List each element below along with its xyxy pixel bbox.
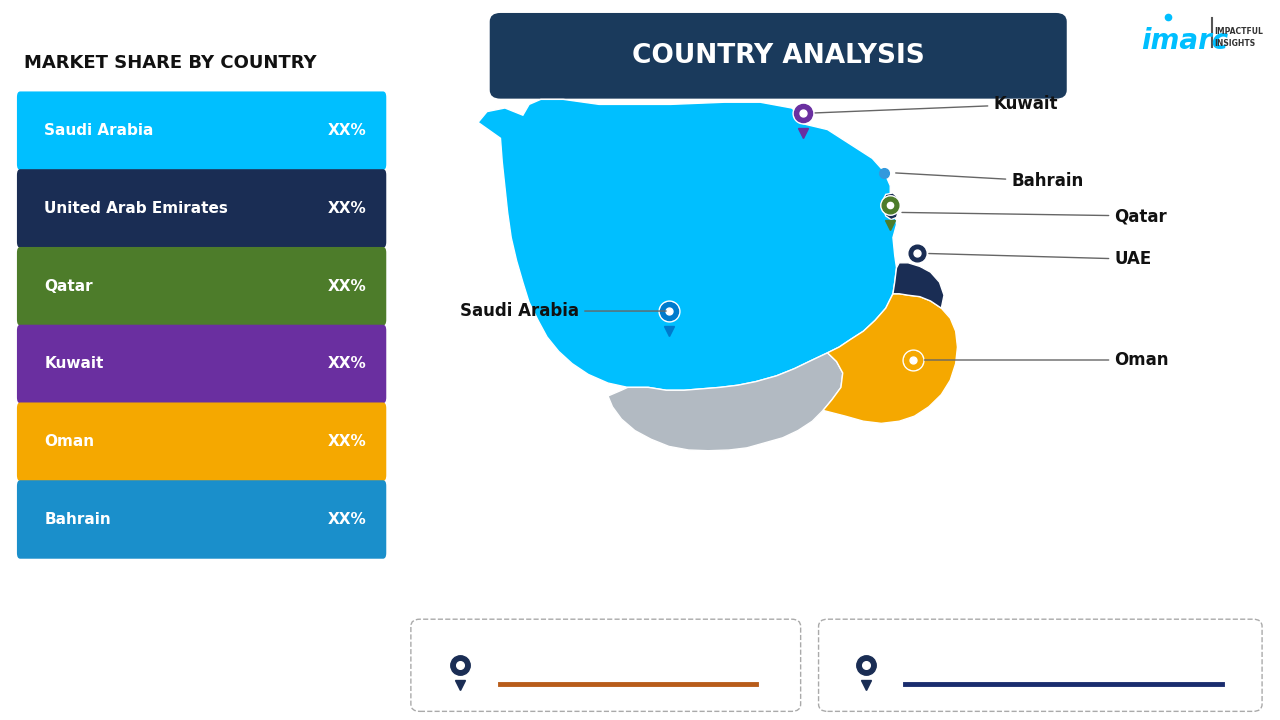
Polygon shape	[479, 99, 896, 390]
Text: XX: XX	[1216, 654, 1234, 667]
Text: Saudi Arabia: Saudi Arabia	[461, 302, 666, 320]
Text: Bahrain: Bahrain	[45, 512, 111, 527]
Text: Qatar: Qatar	[45, 279, 93, 294]
FancyBboxPatch shape	[17, 480, 387, 559]
Text: Oman: Oman	[924, 351, 1169, 369]
Text: Kuwait: Kuwait	[815, 95, 1057, 113]
FancyBboxPatch shape	[17, 247, 387, 325]
Text: FASTEST GROWING REGION: FASTEST GROWING REGION	[905, 654, 1088, 667]
Polygon shape	[893, 263, 945, 308]
Polygon shape	[823, 294, 957, 423]
Text: LARGEST REGION: LARGEST REGION	[500, 654, 616, 667]
FancyBboxPatch shape	[819, 619, 1262, 711]
Text: XX%: XX%	[328, 356, 367, 372]
Text: UAE: UAE	[929, 250, 1152, 268]
Text: Kuwait: Kuwait	[45, 356, 104, 372]
FancyBboxPatch shape	[490, 13, 1066, 99]
Text: MARKET SHARE BY COUNTRY: MARKET SHARE BY COUNTRY	[24, 54, 317, 72]
FancyBboxPatch shape	[17, 402, 387, 481]
Text: XX%: XX%	[328, 279, 367, 294]
Text: Saudi Arabia: Saudi Arabia	[45, 123, 154, 138]
FancyBboxPatch shape	[17, 169, 387, 248]
Text: XX%: XX%	[328, 201, 367, 216]
Text: XX: XX	[751, 654, 769, 667]
Text: United Arab Emirates: United Arab Emirates	[45, 201, 228, 216]
FancyBboxPatch shape	[17, 91, 387, 170]
Text: COUNTRY ANALYSIS: COUNTRY ANALYSIS	[632, 42, 924, 69]
Text: IMPACTFUL
INSIGHTS: IMPACTFUL INSIGHTS	[1215, 27, 1263, 48]
Text: XX%: XX%	[328, 434, 367, 449]
Text: Bahrain: Bahrain	[896, 173, 1083, 191]
Text: imarc: imarc	[1142, 27, 1229, 55]
Text: XX%: XX%	[328, 512, 367, 527]
Text: XX%: XX%	[328, 123, 367, 138]
Text: Qatar: Qatar	[902, 207, 1167, 225]
FancyBboxPatch shape	[17, 325, 387, 403]
Text: Oman: Oman	[45, 434, 95, 449]
Polygon shape	[608, 353, 842, 451]
FancyBboxPatch shape	[411, 619, 801, 711]
Polygon shape	[882, 193, 899, 220]
